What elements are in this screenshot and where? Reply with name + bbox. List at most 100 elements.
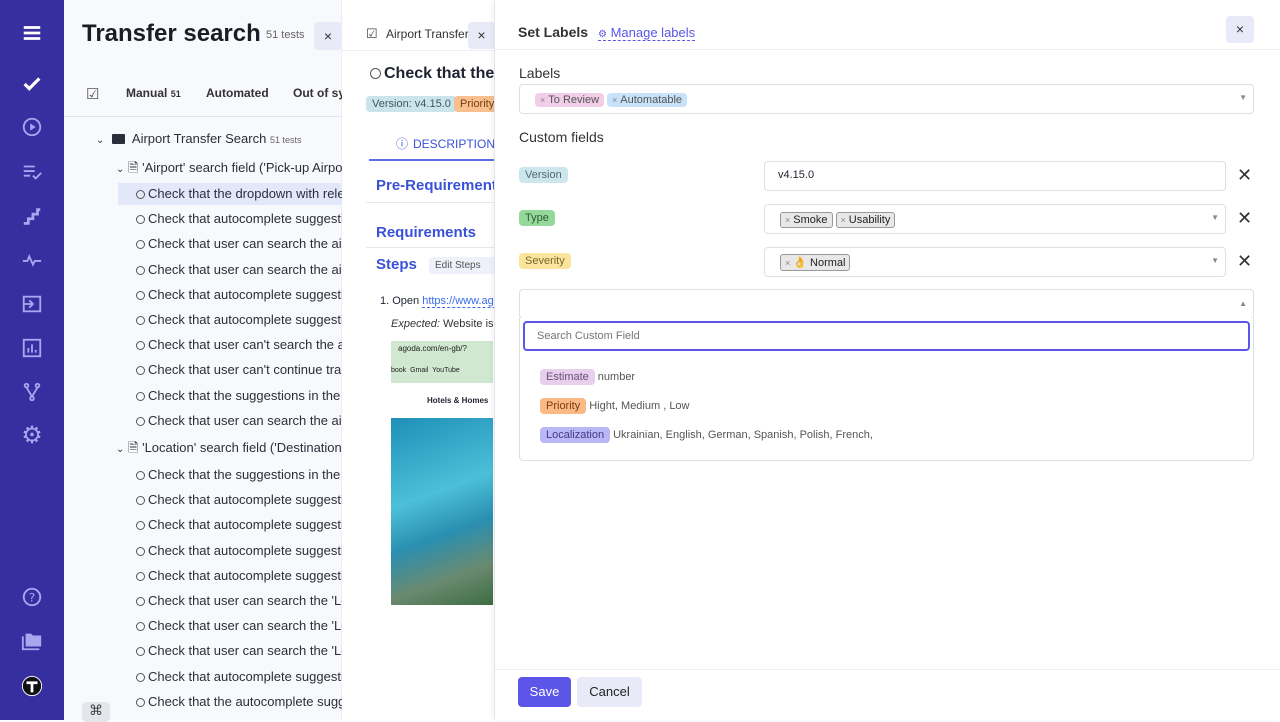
page-title: Transfer search <box>82 20 261 47</box>
test-case-row[interactable]: Check that user can search the 'Location… <box>136 590 342 612</box>
option-priority[interactable]: Priority Hight, Medium , Low <box>540 398 690 414</box>
search-custom-field-input[interactable] <box>523 321 1250 351</box>
remove-field-button[interactable]: ✕ <box>1237 165 1253 185</box>
chevron-down-icon: ▼ <box>1211 213 1219 222</box>
steps-icon[interactable] <box>18 202 46 230</box>
test-case-row[interactable]: Check that autocomplete suggestions <box>136 540 342 562</box>
option-estimate[interactable]: Estimate number <box>540 369 635 385</box>
check-icon[interactable] <box>18 70 46 98</box>
test-case-row[interactable]: Check that autocomplete suggestions <box>136 666 342 688</box>
test-case-title: Check that autocomplete suggestions <box>148 567 342 583</box>
add-custom-field-select[interactable]: ▲ <box>519 289 1254 319</box>
status-circle-icon <box>136 416 145 426</box>
command-palette-button[interactable]: ⌘ <box>82 702 110 722</box>
field-name-severity: Severity <box>519 253 571 269</box>
status-circle-icon <box>136 546 145 556</box>
pulse-icon[interactable] <box>18 246 46 274</box>
test-case-title: Check that autocomplete suggestions <box>148 286 342 302</box>
test-case-row[interactable]: Check that the dropdown with relevant <box>118 183 342 205</box>
test-case-title: Check that user can search the 'Location… <box>148 593 342 608</box>
screenshot-nav: Hotels & Homes <box>427 396 489 405</box>
tree-suite[interactable]: ⌄ 🗎 'Location' search field ('Destinatio… <box>116 437 342 459</box>
type-tag[interactable]: × Smoke <box>780 212 833 228</box>
severity-tag[interactable]: × 👌 Normal <box>780 254 851 271</box>
test-case-row[interactable]: Check that user can search the airport <box>136 233 342 255</box>
test-case-row[interactable]: Check that user can search the airport <box>136 410 342 432</box>
label-tag[interactable]: × To Review <box>535 93 605 107</box>
test-case-row[interactable]: Check that autocomplete suggestions <box>136 489 342 511</box>
close-button[interactable]: × <box>314 22 342 50</box>
chevron-down-icon: ▼ <box>1239 93 1247 102</box>
select-all-icon[interactable]: ☑ <box>86 86 100 103</box>
status-circle-icon <box>136 215 145 225</box>
test-case-title: Check that user can search the airport <box>148 261 342 277</box>
tab-title[interactable]: Airport Transfer <box>386 27 469 41</box>
test-case-title: Check that autocomplete suggestions <box>148 211 342 227</box>
save-button[interactable]: Save <box>518 677 571 707</box>
checklist-icon[interactable] <box>18 158 46 186</box>
field-name-type: Type <box>519 210 555 226</box>
test-case-row[interactable]: Check that user can search the airport <box>136 259 342 281</box>
filter-automated[interactable]: Automated <box>206 86 269 100</box>
test-case-row[interactable]: Check that the suggestions in the <box>136 385 342 407</box>
sidebar-nav: ⚙ ? <box>0 0 64 720</box>
label-tag[interactable]: × Automatable <box>607 93 688 107</box>
test-case-row[interactable]: Check that the suggestions in the <box>136 464 342 486</box>
custom-fields-label: Custom fields <box>519 129 604 145</box>
test-case-row[interactable]: Check that user can't continue transfer <box>136 359 342 381</box>
cancel-button[interactable]: Cancel <box>577 677 642 707</box>
remove-field-button[interactable]: ✕ <box>1237 208 1253 228</box>
remove-field-button[interactable]: ✕ <box>1237 251 1253 271</box>
test-case-title: Check that autocomplete suggestions <box>148 668 342 684</box>
pre-requirements-heading: Pre-Requirements <box>376 177 495 194</box>
folders-icon[interactable] <box>18 627 46 655</box>
manage-labels-link[interactable]: ⚙ Manage labels <box>598 25 696 41</box>
test-count: 51 tests <box>266 29 305 41</box>
test-case-row[interactable]: Check that autocomplete suggestions <box>136 514 342 536</box>
step-link[interactable]: https://www.agoda.com <box>422 295 494 308</box>
chart-icon[interactable] <box>18 334 46 362</box>
filter-manual[interactable]: Manual 51 <box>126 86 181 100</box>
divider <box>342 50 494 51</box>
suite-icon: 🗎 <box>128 160 139 175</box>
tab-description[interactable]: ⓘ DESCRIPTION <box>369 128 494 161</box>
severity-select[interactable]: × 👌 Normal ▼ <box>764 247 1226 277</box>
divider <box>64 116 342 117</box>
test-case-row[interactable]: Check that autocomplete suggestions <box>136 208 342 230</box>
test-case-row[interactable]: Check that autocomplete suggestions <box>136 309 342 331</box>
test-case-title: Check that the suggestions in the <box>148 467 341 482</box>
version-input[interactable]: v4.15.0 <box>764 161 1226 191</box>
field-name-version: Version <box>519 167 568 183</box>
help-icon[interactable]: ? <box>18 583 46 611</box>
close-tab-button[interactable]: × <box>468 22 494 49</box>
menu-icon[interactable] <box>18 19 46 47</box>
labels-select[interactable]: × To Review × Automatable ▼ <box>519 84 1254 114</box>
gear-icon: ⚙ <box>598 29 607 40</box>
test-case-row[interactable]: Check that autocomplete suggestions <box>136 284 342 306</box>
steps-heading: Steps <box>376 256 417 273</box>
tree-root[interactable]: ⌄ Airport Transfer Search 51 tests <box>96 131 302 146</box>
tree-suite[interactable]: ⌄ 🗎 'Airport' search field ('Pick-up Air… <box>116 157 342 179</box>
edit-steps-toggle[interactable]: Edit Steps <box>429 257 494 274</box>
type-select[interactable]: × Smoke × Usability ▼ <box>764 204 1226 234</box>
branch-icon[interactable] <box>18 378 46 406</box>
status-circle-icon <box>136 622 145 632</box>
test-case-row[interactable]: Check that autocomplete suggestions <box>136 565 342 587</box>
status-circle-icon <box>136 366 145 376</box>
logo-icon[interactable] <box>18 672 46 700</box>
test-case-row[interactable]: Check that user can search the 'Location… <box>136 615 342 637</box>
type-tag[interactable]: × Usability <box>835 212 896 228</box>
suite-icon: 🗎 <box>128 440 139 455</box>
test-case-row[interactable]: Check that user can search the 'Location… <box>136 640 342 662</box>
close-drawer-button[interactable]: × <box>1226 16 1254 43</box>
option-localization[interactable]: Localization Ukrainian, English, German, … <box>540 427 873 443</box>
import-icon[interactable] <box>18 290 46 318</box>
play-icon[interactable] <box>18 113 46 141</box>
test-case-row[interactable]: Check that user can't search the airport <box>136 334 342 356</box>
test-case-row[interactable]: Check that the autocomplete suggestions <box>136 691 342 713</box>
status-circle-icon <box>136 391 145 401</box>
screenshot-bookmarks: book Gmail YouTube <box>391 367 460 374</box>
status-circle-icon <box>136 672 145 682</box>
status-circle-icon <box>136 597 145 606</box>
gear-icon[interactable]: ⚙ <box>21 422 43 449</box>
